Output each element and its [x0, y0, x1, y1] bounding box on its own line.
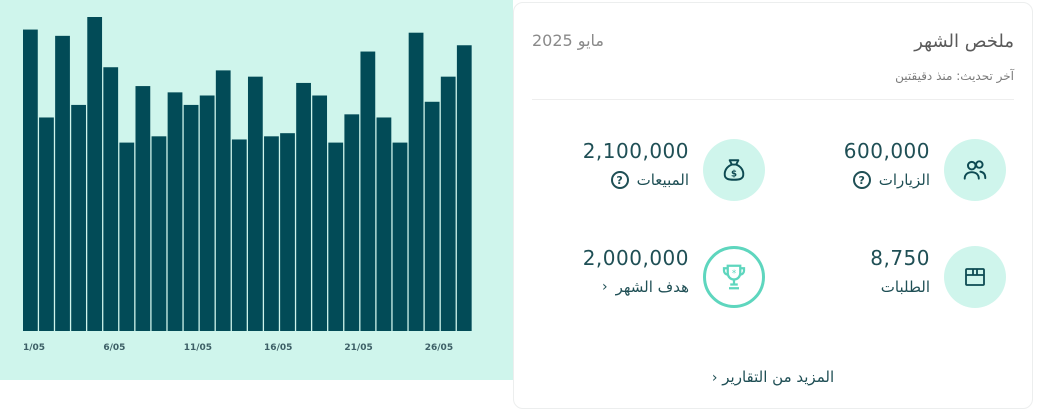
- bar-13/05: [215, 70, 231, 331]
- bar-15/05: [247, 76, 263, 331]
- x-tick-label: 21/05: [344, 343, 372, 353]
- bar-10/05: [167, 92, 183, 331]
- bar-1/05: [23, 29, 38, 332]
- chevron-left-icon: ‹: [711, 370, 718, 386]
- stat-value: 2,000,000: [582, 246, 689, 270]
- x-tick-label: 26/05: [425, 343, 453, 353]
- bar-18/05: [296, 82, 311, 331]
- daily-chart: 1/05 6/05 11/05 16/05 21/05 26/05: [0, 0, 513, 380]
- bar-12/05: [199, 95, 215, 331]
- x-tick-label: 1/05: [23, 343, 45, 353]
- stat-visits: 600,000 الزيارات?: [766, 139, 1006, 209]
- period-selector[interactable]: مايو 2025: [532, 31, 604, 50]
- bar-5/05: [87, 17, 103, 331]
- help-icon[interactable]: ?: [852, 171, 871, 189]
- svg-text:$: $: [731, 170, 737, 180]
- bar-20/05: [328, 142, 344, 331]
- bar-3/05: [55, 35, 70, 332]
- bar-6/05: [103, 67, 119, 332]
- bar-8/05: [135, 86, 151, 331]
- bar-28/05: [456, 45, 472, 331]
- bar-27/05: [440, 76, 456, 331]
- bar-7/05: [119, 142, 135, 331]
- bar-14/05: [231, 139, 247, 331]
- more-reports-link[interactable]: المزيد من التقارير ‹: [514, 368, 1032, 386]
- help-icon[interactable]: ?: [610, 171, 629, 189]
- bar-11/05: [183, 104, 199, 331]
- x-tick-label: 16/05: [264, 343, 292, 353]
- stat-label: هدف الشهر: [615, 278, 689, 296]
- box-icon: [944, 246, 1006, 308]
- more-reports-label: المزيد من التقارير: [722, 368, 835, 386]
- money-bag-icon: $: [703, 139, 765, 201]
- bar-25/05: [408, 32, 424, 331]
- bar-21/05: [344, 114, 360, 331]
- svg-text:*: *: [732, 269, 737, 279]
- stat-orders: 8,750 الطلبات: [766, 246, 1006, 316]
- stat-monthly-goal[interactable]: * 2,000,000 هدف الشهر ‹: [525, 246, 765, 316]
- users-icon: [944, 139, 1006, 201]
- bar-26/05: [424, 101, 440, 331]
- bar-22/05: [360, 51, 376, 331]
- bar-16/05: [264, 136, 279, 331]
- bar-24/05: [392, 142, 408, 331]
- chevron-left-icon[interactable]: ‹: [601, 279, 608, 295]
- stat-sales: $ 2,100,000 المبيعات?: [525, 139, 765, 209]
- bar-17/05: [280, 133, 295, 331]
- bar-4/05: [71, 104, 86, 331]
- month-summary-card: ملخص الشهر آخر تحديث: منذ دقيقتين مايو 2…: [513, 2, 1033, 409]
- card-title: ملخص الشهر: [914, 31, 1014, 52]
- stat-value: 8,750: [870, 246, 930, 270]
- bar-19/05: [312, 95, 328, 331]
- trophy-icon: *: [703, 246, 765, 308]
- x-tick-label: 6/05: [103, 343, 125, 353]
- bar-9/05: [151, 136, 167, 331]
- divider: [532, 99, 1014, 100]
- stat-label: الطلبات: [880, 278, 930, 296]
- stat-label: المبيعات: [636, 171, 689, 189]
- bar-23/05: [376, 117, 392, 331]
- bar-chart: 1/05 6/05 11/05 16/05 21/05 26/05: [23, 17, 472, 353]
- stat-value: 600,000: [843, 139, 930, 163]
- last-updated: آخر تحديث: منذ دقيقتين: [895, 69, 1014, 83]
- stat-label: الزيارات: [878, 171, 930, 189]
- x-tick-label: 11/05: [184, 343, 212, 353]
- stat-value: 2,100,000: [582, 139, 689, 163]
- bar-2/05: [39, 117, 54, 331]
